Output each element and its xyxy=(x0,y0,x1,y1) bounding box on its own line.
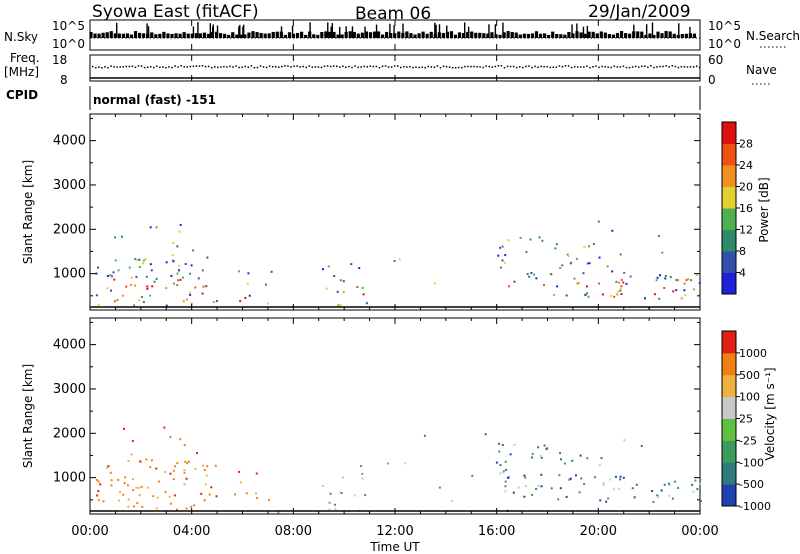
y-tick-label: 2000 xyxy=(53,222,86,237)
power-ylabel: Slant Range [km] xyxy=(21,160,35,264)
y-tick-label: 3000 xyxy=(53,178,86,193)
x-tick-label: 00:00 xyxy=(71,524,108,539)
y-tick-label: 2000 xyxy=(53,426,86,441)
colorbar-tick-label: 1000 xyxy=(739,347,767,360)
colorbar-swatch xyxy=(722,229,736,252)
nsky-label: N.Sky xyxy=(4,30,38,44)
freq-label-2: [MHz] xyxy=(4,65,39,79)
colorbar-swatch xyxy=(722,418,736,441)
nave-label: Nave xyxy=(746,63,777,77)
colorbar-swatch xyxy=(722,165,736,187)
velocity-y-ticks: 4000 3000 2000 1000 xyxy=(53,321,700,501)
colorbar-tick-label: 100 xyxy=(739,391,760,404)
colorbar-tick-label: 12 xyxy=(739,224,753,237)
colorbar-tick-label: -500 xyxy=(739,478,764,491)
date-title: 29/Jan/2009 xyxy=(588,2,691,22)
x-tick-label: 08:00 xyxy=(275,524,312,539)
nsearch-tick-bottom: 10^0 xyxy=(708,37,741,51)
station-title: Syowa East (fitACF) xyxy=(92,2,259,22)
colorbar-swatch xyxy=(722,352,736,376)
colorbar-swatch xyxy=(722,396,736,419)
power-scatter xyxy=(95,220,701,309)
velocity-colorbar-label: Velocity [m s⁻¹] xyxy=(763,367,777,460)
y-tick-label: 3000 xyxy=(53,382,86,397)
cpid-label: CPID xyxy=(6,88,38,102)
y-tick-label: 1000 xyxy=(53,471,86,486)
velocity-ylabel: Slant Range [km] xyxy=(21,364,35,468)
colorbar-tick-label: -25 xyxy=(739,434,757,447)
colorbar-tick-label: 16 xyxy=(739,202,753,215)
freq-tick-bottom: 8 xyxy=(60,73,68,87)
colorbar-swatch xyxy=(722,331,736,354)
colorbar-tick-label: 25 xyxy=(739,413,753,426)
velocity-colorbar: 1000 500 100 25 -25 -100 -500 -1000 xyxy=(721,330,771,513)
colorbar-swatch xyxy=(722,462,736,485)
colorbar-swatch xyxy=(722,143,736,166)
colorbar-swatch xyxy=(722,251,736,273)
colorbar-tick-label: 8 xyxy=(739,245,746,258)
colorbar-tick-label: 20 xyxy=(739,181,753,194)
colorbar-swatch xyxy=(722,186,736,209)
x-tick-label: 04:00 xyxy=(173,524,210,539)
colorbar-tick-label: 24 xyxy=(739,159,753,172)
power-y-ticks: 4000 3000 2000 1000 xyxy=(53,117,700,297)
y-tick-label: 4000 xyxy=(53,338,86,353)
x-tick-label: 20:00 xyxy=(580,524,617,539)
colorbar-swatch xyxy=(722,208,736,230)
velocity-panel: 4000 3000 2000 1000 Slant Range [km] 1000 50… xyxy=(21,317,777,515)
colorbar-tick-label: 4 xyxy=(739,267,746,280)
x-tick-label: 16:00 xyxy=(478,524,515,539)
xlabel: Time UT xyxy=(369,540,420,554)
colorbar-tick-label: -100 xyxy=(739,456,764,469)
power-panel: 4000 3000 2000 1000 Slant Range [km] 28 24 20… xyxy=(21,113,771,311)
nave-tick-bottom: 0 xyxy=(708,73,716,87)
freq-panel: Freq. [MHz] 18 8 60 0 Nave xyxy=(4,51,777,87)
freq-label-1: Freq. xyxy=(10,51,40,65)
nsearch-label: N.Search xyxy=(746,29,800,43)
x-tick-label: 00:00 xyxy=(681,524,718,539)
power-colorbar: 28 24 20 16 12 8 4 xyxy=(721,121,753,295)
nsky-tick-top: 10^5 xyxy=(52,19,85,33)
cpid-value: normal (fast) -151 xyxy=(93,93,216,107)
nave-tick-top: 60 xyxy=(708,53,723,67)
x-tick-label: 12:00 xyxy=(376,524,413,539)
cpid-row: CPID normal (fast) -151 xyxy=(6,86,701,110)
colorbar-swatch xyxy=(722,374,736,398)
nsky-tick-bottom: 10^0 xyxy=(52,37,85,51)
power-colorbar-label: Power [dB] xyxy=(757,177,771,242)
colorbar-swatch xyxy=(722,122,736,144)
nsearch-tick-top: 10^5 xyxy=(708,19,741,33)
colorbar-tick-label: 28 xyxy=(739,138,753,151)
nsky-bars xyxy=(89,22,700,39)
nsky-panel: N.Sky 10^5 10^0 10^5 10^0 N.Search xyxy=(4,19,800,51)
y-tick-label: 4000 xyxy=(53,134,86,149)
colorbar-tick-label: 500 xyxy=(739,369,760,382)
y-tick-label: 1000 xyxy=(53,267,86,282)
beam-title: Beam 06 xyxy=(355,4,431,24)
colorbar-tick-label: -1000 xyxy=(739,500,771,513)
colorbar-swatch xyxy=(722,440,736,463)
freq-tick-top: 18 xyxy=(52,53,67,67)
colorbar-swatch xyxy=(722,484,736,507)
freq-dots xyxy=(92,65,701,69)
time-axis: 00:00 04:00 08:00 12:00 16:00 20:00 00:00 xyxy=(71,20,719,539)
colorbar-swatch xyxy=(722,272,736,295)
